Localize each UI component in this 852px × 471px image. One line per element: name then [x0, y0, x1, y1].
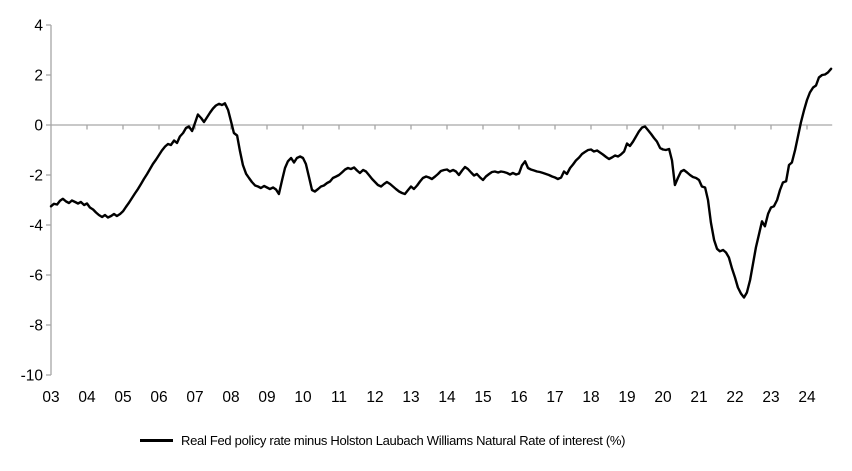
x-tick-label: 24	[798, 389, 816, 406]
y-tick-label: -2	[29, 168, 43, 185]
y-tick-label: 0	[34, 118, 43, 135]
y-tick-label: -4	[29, 218, 43, 235]
x-tick-label: 09	[258, 389, 275, 406]
y-tick-label: -8	[29, 318, 43, 335]
legend: Real Fed policy rate minus Holston Lauba…	[140, 433, 626, 448]
x-tick-label: 10	[294, 389, 312, 406]
series-line	[49, 67, 833, 299]
x-tick-label: 04	[78, 389, 96, 406]
x-tick-label: 17	[546, 389, 563, 406]
x-tick-label: 05	[114, 389, 131, 406]
x-tick-label: 07	[186, 389, 203, 406]
x-tick-label: 15	[474, 389, 491, 406]
y-tick-label: -10	[21, 368, 44, 385]
x-tick-label: 11	[331, 389, 347, 406]
x-tick-label: 16	[510, 389, 527, 406]
y-tick-label: 4	[34, 18, 43, 35]
x-tick-label: 23	[762, 389, 779, 406]
legend-line-sample	[140, 439, 173, 442]
y-tick-label: 2	[34, 68, 43, 85]
y-tick-label: -6	[29, 268, 43, 285]
x-tick-label: 20	[654, 389, 672, 406]
x-tick-label: 14	[438, 389, 456, 406]
x-tick-label: 03	[42, 389, 59, 406]
x-tick-label: 22	[726, 389, 743, 406]
x-tick-label: 06	[150, 389, 167, 406]
x-tick-label: 12	[366, 389, 383, 406]
x-tick-label: 19	[618, 389, 635, 406]
legend-label: Real Fed policy rate minus Holston Lauba…	[181, 433, 626, 448]
x-tick-label: 13	[402, 389, 419, 406]
x-tick-label: 08	[222, 389, 239, 406]
x-tick-label: 18	[582, 389, 599, 406]
x-tick-label: 21	[690, 389, 707, 406]
